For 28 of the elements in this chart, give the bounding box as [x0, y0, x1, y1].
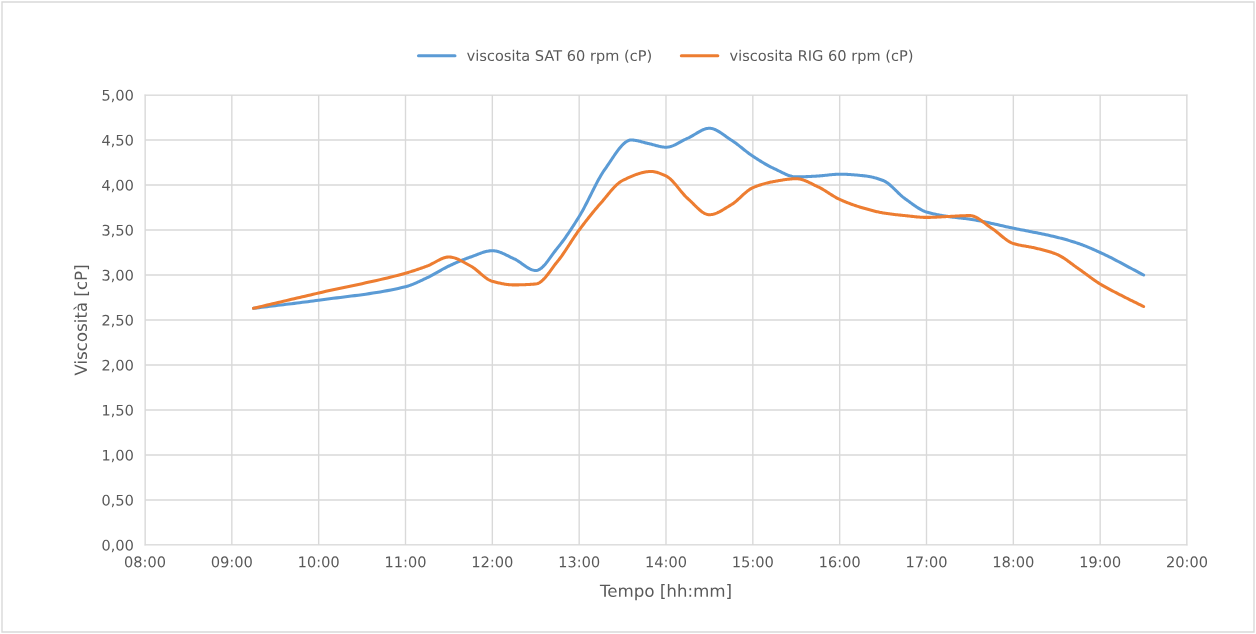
x-tick-label: 09:00 — [211, 556, 252, 568]
x-axis-title: Tempo [hh:mm] — [599, 584, 731, 601]
x-tick-label: 10:00 — [299, 556, 339, 568]
x-tick-label: 14:00 — [646, 556, 687, 568]
x-tick-label: 13:00 — [559, 556, 600, 568]
y-axis-title: Viscosità [cP] — [73, 265, 90, 376]
x-tick-label: 16:00 — [820, 556, 860, 568]
y-tick-label: 0,50 — [102, 494, 133, 508]
x-tick-label: 18:00 — [993, 556, 1034, 568]
x-tick-label: 17:00 — [907, 556, 947, 568]
y-tick-label: 2,50 — [102, 314, 133, 328]
y-tick-label: 4,00 — [102, 179, 133, 193]
x-tick-label: 19:00 — [1080, 556, 1121, 568]
x-tick-label: 11:00 — [386, 556, 426, 568]
x-tick-label: 12:00 — [472, 556, 513, 568]
y-tick-label: 3,00 — [102, 269, 133, 283]
y-tick-label: 0,00 — [102, 539, 133, 553]
x-tick-label: 15:00 — [733, 556, 773, 568]
y-tick-label: 3,50 — [102, 224, 133, 238]
y-tick-label: 1,00 — [103, 449, 133, 463]
y-tick-label: 2,00 — [102, 359, 133, 373]
legend-label: viscosita SAT 60 rpm (cP) — [467, 49, 651, 64]
x-tick-label: 08:00 — [124, 556, 166, 568]
y-tick-label: 4,50 — [102, 134, 133, 148]
y-tick-label: 1,50 — [103, 404, 133, 418]
legend-label: viscosita RIG 60 rpm (cP) — [729, 49, 913, 64]
y-tick-label: 5,00 — [102, 89, 133, 103]
x-tick-label: 20:00 — [1167, 556, 1208, 568]
